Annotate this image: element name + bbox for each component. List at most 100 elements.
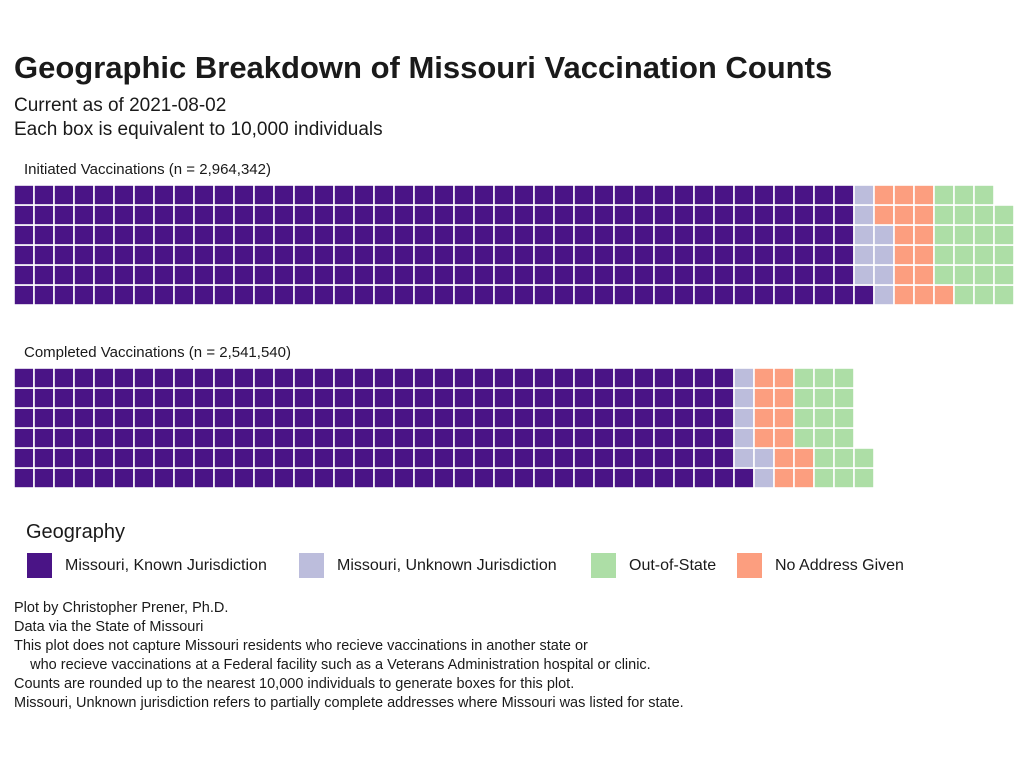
waffle-box-missouri-known bbox=[253, 184, 275, 206]
waffle-box-out-of-state bbox=[973, 244, 995, 266]
waffle-box-missouri-known bbox=[233, 224, 255, 246]
waffle-box-missouri-known bbox=[613, 467, 635, 489]
waffle-box-missouri-known bbox=[773, 184, 795, 206]
waffle-box-out-of-state bbox=[973, 264, 995, 286]
waffle-box-missouri-known bbox=[733, 264, 755, 286]
waffle-box-missouri-known bbox=[573, 447, 595, 469]
waffle-box-missouri-known bbox=[73, 427, 95, 449]
waffle-box-missouri-known bbox=[33, 367, 55, 389]
waffle-box-missouri-known bbox=[573, 387, 595, 409]
waffle-box-out-of-state bbox=[973, 284, 995, 306]
legend-label-missouri-unknown: Missouri, Unknown Jurisdiction bbox=[337, 557, 557, 574]
waffle-box-missouri-known bbox=[113, 407, 135, 429]
waffle-box-missouri-known bbox=[173, 467, 195, 489]
waffle-box-missouri-known bbox=[253, 427, 275, 449]
waffle-box-missouri-known bbox=[453, 407, 475, 429]
waffle-box-out-of-state bbox=[993, 224, 1015, 246]
waffle-box-missouri-known bbox=[653, 264, 675, 286]
waffle-box-out-of-state bbox=[933, 204, 955, 226]
waffle-box-missouri-known bbox=[433, 264, 455, 286]
waffle-box-missouri-known bbox=[713, 427, 735, 449]
waffle-box-missouri-known bbox=[113, 184, 135, 206]
waffle-box-out-of-state bbox=[933, 264, 955, 286]
waffle-box-out-of-state bbox=[833, 367, 855, 389]
waffle-box-missouri-known bbox=[13, 447, 35, 469]
waffle-box-missouri-known bbox=[393, 224, 415, 246]
waffle-box-missouri-unknown bbox=[853, 244, 875, 266]
waffle-box-missouri-known bbox=[93, 284, 115, 306]
waffle-box-missouri-unknown bbox=[873, 244, 895, 266]
waffle-box-missouri-known bbox=[353, 467, 375, 489]
waffle-box-missouri-known bbox=[213, 467, 235, 489]
waffle-box-missouri-known bbox=[333, 264, 355, 286]
waffle-box-missouri-known bbox=[293, 407, 315, 429]
legend-label-missouri-known: Missouri, Known Jurisdiction bbox=[65, 557, 267, 574]
waffle-box-missouri-known bbox=[293, 184, 315, 206]
waffle-box-missouri-known bbox=[513, 204, 535, 226]
waffle-box-missouri-known bbox=[493, 224, 515, 246]
waffle-box-missouri-known bbox=[313, 284, 335, 306]
waffle-box-missouri-known bbox=[253, 284, 275, 306]
waffle-box-out-of-state bbox=[853, 467, 875, 489]
waffle-box-missouri-known bbox=[653, 387, 675, 409]
waffle-box-missouri-known bbox=[13, 467, 35, 489]
legend-label-no-address: No Address Given bbox=[775, 557, 904, 574]
waffle-box-out-of-state bbox=[933, 184, 955, 206]
waffle-box-missouri-known bbox=[153, 447, 175, 469]
waffle-box-missouri-known bbox=[213, 184, 235, 206]
waffle-box-no-address bbox=[773, 367, 795, 389]
waffle-box-missouri-known bbox=[373, 184, 395, 206]
waffle-box-missouri-known bbox=[433, 447, 455, 469]
waffle-box-missouri-known bbox=[113, 204, 135, 226]
caption-line-note-1: This plot does not capture Missouri resi… bbox=[14, 638, 588, 654]
waffle-box-missouri-known bbox=[53, 447, 75, 469]
waffle-box-no-address bbox=[773, 407, 795, 429]
waffle-box-no-address bbox=[913, 244, 935, 266]
waffle-box-missouri-known bbox=[33, 184, 55, 206]
waffle-box-missouri-known bbox=[293, 264, 315, 286]
waffle-box-missouri-known bbox=[593, 184, 615, 206]
waffle-box-missouri-unknown bbox=[733, 387, 755, 409]
waffle-box-missouri-known bbox=[613, 367, 635, 389]
waffle-box-missouri-known bbox=[213, 244, 235, 266]
waffle-box-missouri-known bbox=[433, 184, 455, 206]
waffle-box-missouri-known bbox=[553, 367, 575, 389]
waffle-box-missouri-known bbox=[213, 427, 235, 449]
waffle-box-missouri-known bbox=[213, 407, 235, 429]
waffle-box-missouri-known bbox=[173, 264, 195, 286]
waffle-box-missouri-known bbox=[373, 204, 395, 226]
waffle-box-out-of-state bbox=[813, 427, 835, 449]
waffle-box-out-of-state bbox=[933, 244, 955, 266]
waffle-box-missouri-known bbox=[153, 264, 175, 286]
initiated-waffle-chart bbox=[13, 184, 1015, 306]
waffle-box-missouri-known bbox=[393, 367, 415, 389]
waffle-box-missouri-known bbox=[653, 284, 675, 306]
waffle-box-missouri-known bbox=[113, 224, 135, 246]
waffle-box-missouri-known bbox=[193, 204, 215, 226]
waffle-box-missouri-known bbox=[773, 244, 795, 266]
waffle-box-missouri-known bbox=[293, 367, 315, 389]
waffle-box-missouri-known bbox=[413, 407, 435, 429]
waffle-box-out-of-state bbox=[953, 264, 975, 286]
waffle-box-missouri-known bbox=[133, 427, 155, 449]
waffle-box-no-address bbox=[793, 447, 815, 469]
waffle-box-missouri-known bbox=[313, 184, 335, 206]
legend-title: Geography bbox=[26, 521, 125, 543]
waffle-box-missouri-known bbox=[33, 224, 55, 246]
waffle-box-missouri-unknown bbox=[733, 447, 755, 469]
waffle-box-missouri-known bbox=[333, 427, 355, 449]
waffle-box-missouri-known bbox=[173, 387, 195, 409]
waffle-box-missouri-known bbox=[553, 184, 575, 206]
waffle-box-missouri-known bbox=[173, 224, 195, 246]
waffle-box-missouri-known bbox=[113, 264, 135, 286]
waffle-box-missouri-known bbox=[413, 204, 435, 226]
waffle-box-missouri-known bbox=[533, 244, 555, 266]
waffle-box-missouri-known bbox=[713, 367, 735, 389]
waffle-box-missouri-known bbox=[153, 184, 175, 206]
waffle-box-missouri-known bbox=[733, 244, 755, 266]
waffle-box-missouri-known bbox=[73, 244, 95, 266]
waffle-box-missouri-known bbox=[153, 467, 175, 489]
waffle-box-missouri-known bbox=[233, 427, 255, 449]
waffle-box-missouri-known bbox=[433, 244, 455, 266]
waffle-box-missouri-known bbox=[693, 427, 715, 449]
